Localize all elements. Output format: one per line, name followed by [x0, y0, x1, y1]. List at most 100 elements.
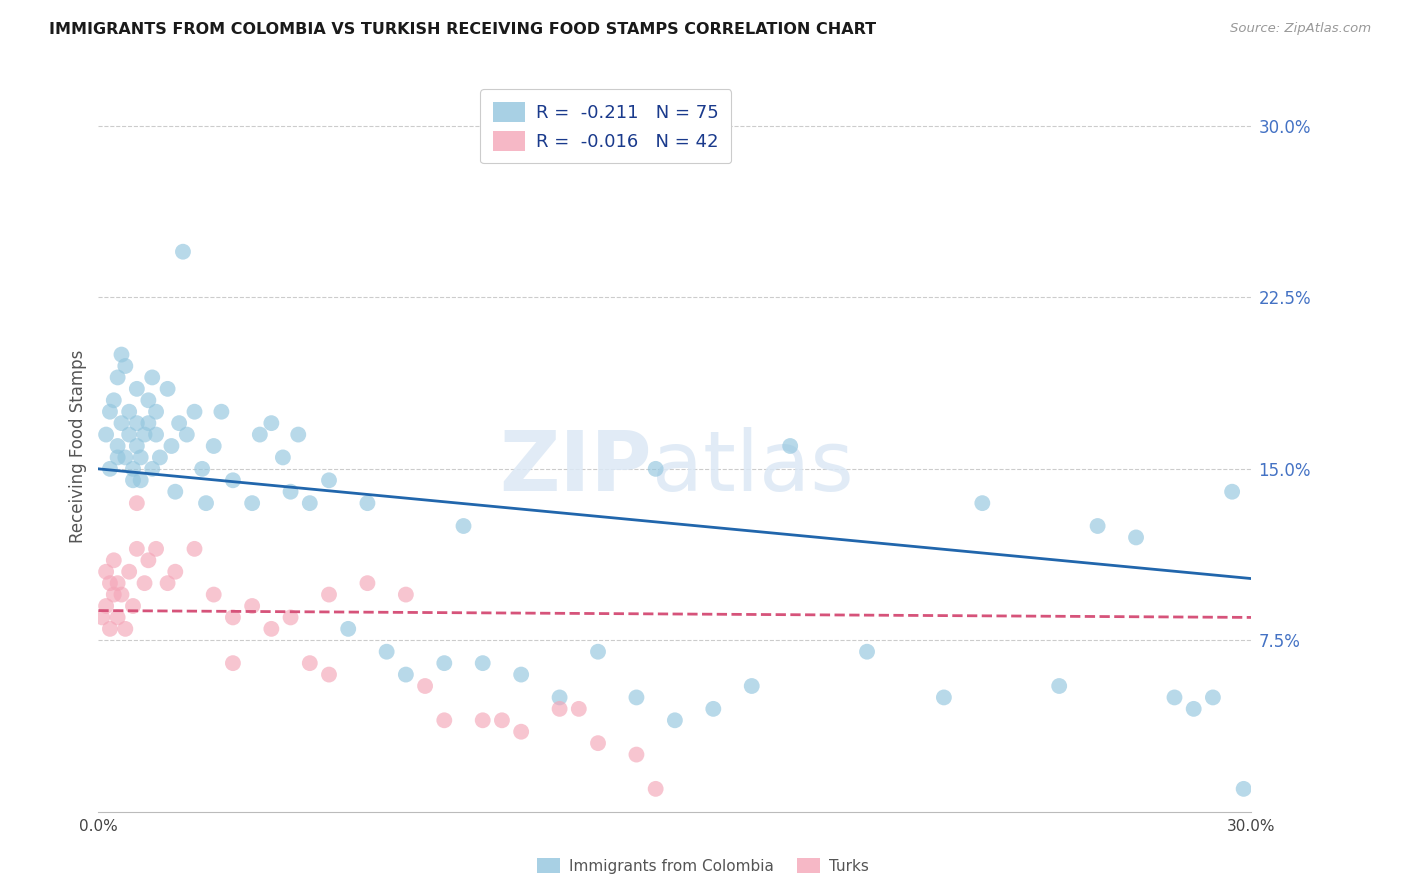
Point — [1182, 702, 1205, 716]
Point — [156, 382, 179, 396]
Point — [395, 588, 418, 602]
Point — [176, 427, 198, 442]
Point — [222, 610, 245, 624]
Point — [98, 622, 121, 636]
Point — [107, 439, 129, 453]
Text: atlas: atlas — [652, 427, 853, 508]
Point — [129, 450, 152, 465]
Point — [118, 565, 141, 579]
Point — [138, 416, 160, 430]
Point — [779, 439, 801, 453]
Point — [1202, 690, 1225, 705]
Point — [94, 599, 117, 613]
Point — [702, 702, 724, 716]
Point — [138, 553, 160, 567]
Point — [644, 462, 666, 476]
Point — [471, 656, 494, 670]
Point — [103, 588, 125, 602]
Point — [114, 359, 136, 373]
Point — [664, 714, 686, 728]
Point — [94, 427, 117, 442]
Point — [98, 576, 121, 591]
Point — [98, 462, 121, 476]
Point — [156, 576, 179, 591]
Point — [298, 656, 321, 670]
Point — [191, 462, 214, 476]
Point — [202, 588, 225, 602]
Point — [356, 496, 378, 510]
Point — [222, 473, 245, 487]
Point — [413, 679, 436, 693]
Point — [260, 416, 283, 430]
Point — [1233, 781, 1256, 796]
Point — [125, 496, 148, 510]
Point — [122, 473, 145, 487]
Point — [337, 622, 360, 636]
Point — [260, 622, 283, 636]
Point — [195, 496, 218, 510]
Point — [202, 439, 225, 453]
Point — [122, 599, 145, 613]
Point — [356, 576, 378, 591]
Point — [125, 416, 148, 430]
Point — [165, 484, 187, 499]
Point — [453, 519, 475, 533]
Text: ZIP: ZIP — [499, 427, 652, 508]
Point — [165, 565, 187, 579]
Point — [626, 747, 648, 762]
Point — [568, 702, 591, 716]
Point — [932, 690, 955, 705]
Point — [160, 439, 183, 453]
Point — [98, 405, 121, 419]
Point — [149, 450, 172, 465]
Point — [510, 667, 533, 681]
Point — [222, 656, 245, 670]
Point — [626, 690, 648, 705]
Point — [122, 462, 145, 476]
Point — [107, 370, 129, 384]
Point — [856, 645, 879, 659]
Point — [240, 496, 263, 510]
Point — [1220, 484, 1243, 499]
Point — [110, 348, 132, 362]
Point — [644, 781, 666, 796]
Point — [141, 370, 163, 384]
Legend: Immigrants from Colombia, Turks: Immigrants from Colombia, Turks — [531, 852, 875, 880]
Point — [209, 405, 232, 419]
Point — [741, 679, 763, 693]
Point — [145, 427, 167, 442]
Point — [318, 667, 340, 681]
Point — [125, 541, 148, 556]
Point — [287, 427, 309, 442]
Point — [145, 405, 167, 419]
Point — [138, 393, 160, 408]
Point — [103, 553, 125, 567]
Point — [94, 565, 117, 579]
Point — [433, 714, 456, 728]
Point — [107, 610, 129, 624]
Text: Source: ZipAtlas.com: Source: ZipAtlas.com — [1230, 22, 1371, 36]
Point — [280, 610, 302, 624]
Point — [110, 588, 132, 602]
Point — [271, 450, 294, 465]
Point — [114, 622, 136, 636]
Point — [491, 714, 513, 728]
Legend: R =  -0.211   N = 75, R =  -0.016   N = 42: R = -0.211 N = 75, R = -0.016 N = 42 — [479, 89, 731, 163]
Point — [280, 484, 302, 499]
Point — [586, 645, 609, 659]
Point — [375, 645, 398, 659]
Point — [471, 714, 494, 728]
Point — [107, 450, 129, 465]
Point — [1047, 679, 1070, 693]
Text: IMMIGRANTS FROM COLOMBIA VS TURKISH RECEIVING FOOD STAMPS CORRELATION CHART: IMMIGRANTS FROM COLOMBIA VS TURKISH RECE… — [49, 22, 876, 37]
Point — [129, 473, 152, 487]
Y-axis label: Receiving Food Stamps: Receiving Food Stamps — [69, 350, 87, 542]
Point — [1125, 530, 1147, 544]
Point — [125, 439, 148, 453]
Point — [118, 405, 141, 419]
Point — [125, 382, 148, 396]
Point — [586, 736, 609, 750]
Point — [183, 405, 205, 419]
Point — [318, 588, 340, 602]
Point — [107, 576, 129, 591]
